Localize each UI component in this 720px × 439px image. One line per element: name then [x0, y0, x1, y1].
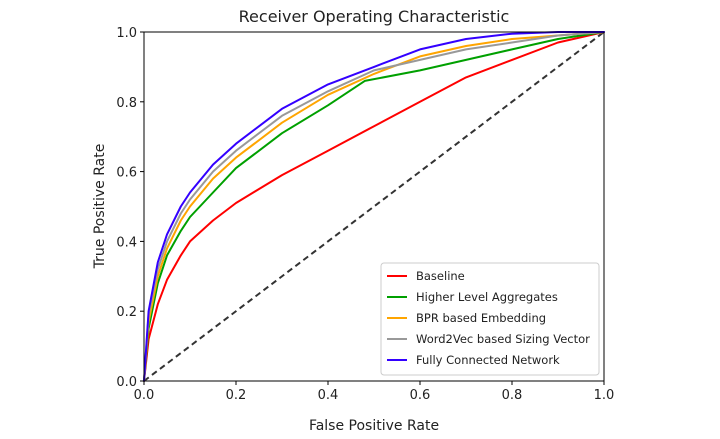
- plot-frame: [143, 31, 605, 382]
- y-tick-label: 1.0: [116, 26, 137, 41]
- x-tick-label: 0.8: [502, 388, 523, 403]
- x-tick-label: 0.6: [410, 388, 431, 403]
- legend-box: [380, 262, 600, 376]
- series-line-2: [143, 31, 605, 382]
- y-axis-label: True Positive Rate: [92, 144, 108, 270]
- legend-label-2: BPR based Embedding: [416, 311, 546, 325]
- legend-label-0: Baseline: [416, 269, 465, 283]
- series-line-4: [143, 31, 605, 382]
- series-line-1: [143, 31, 605, 382]
- x-tick-label: 0.0: [134, 388, 155, 403]
- series-line-0: [143, 31, 605, 382]
- y-tick-label: 0.4: [116, 235, 137, 250]
- x-tick-label: 1.0: [594, 388, 615, 403]
- y-tick-label: 0.8: [116, 96, 137, 111]
- diagonal-reference-line: [143, 31, 605, 382]
- legend-label-4: Fully Connected Network: [416, 353, 560, 367]
- x-axis-label: False Positive Rate: [309, 418, 439, 434]
- y-tick-label: 0.6: [116, 166, 137, 181]
- series-line-3: [143, 31, 605, 382]
- legend-label-1: Higher Level Aggregates: [416, 290, 558, 304]
- y-tick-label: 0.2: [116, 305, 137, 320]
- legend-label-3: Word2Vec based Sizing Vector: [416, 332, 590, 346]
- y-tick-label: 0.0: [116, 375, 137, 390]
- x-tick-label: 0.2: [226, 388, 247, 403]
- plot-area: 0.0 0.2 0.4 0.6 0.8 1.0 0.0 0.2 0.4 0.6 0.8 1.0: [116, 26, 614, 403]
- chart-title: Receiver Operating Characteristic: [239, 7, 510, 26]
- x-tick-label: 0.4: [318, 388, 339, 403]
- legend: Baseline Higher Level Aggregates BPR based…: [380, 262, 600, 376]
